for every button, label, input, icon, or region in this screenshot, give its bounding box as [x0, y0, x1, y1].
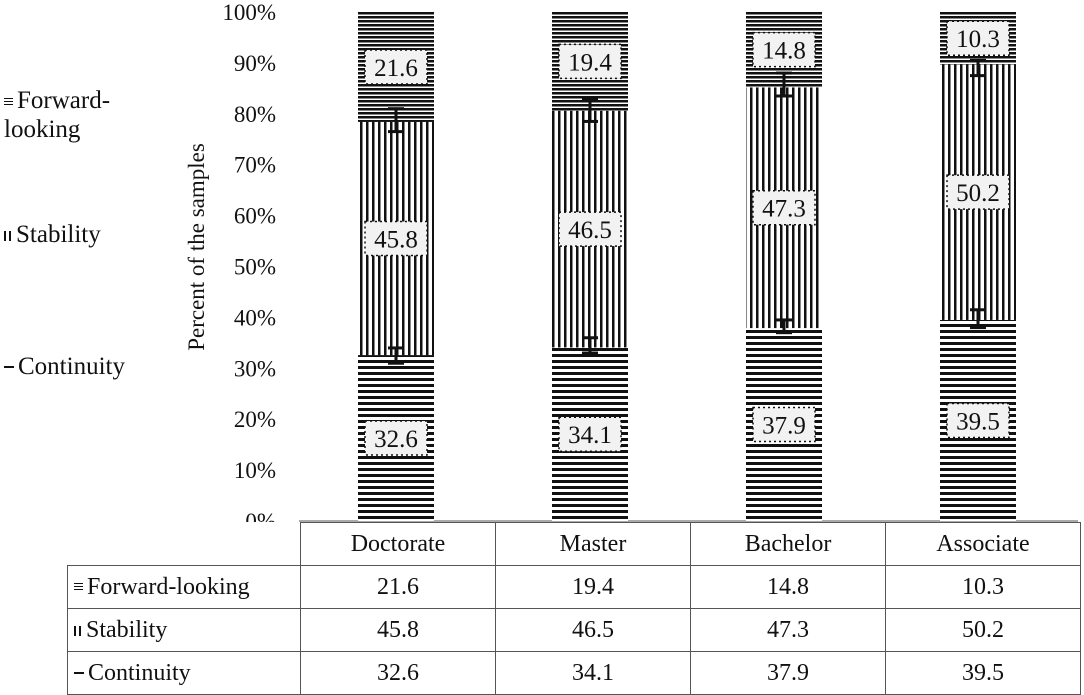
y-tick-label: 100% — [222, 0, 276, 25]
legend-continuity-label: Continuity — [18, 353, 125, 380]
data-label-master-stability: 46.5 — [568, 217, 612, 244]
y-axis: 0% 10% 20% 30% 40% 50% 60% 70% 80% 90% 100% — [222, 0, 276, 522]
table-category-master: Master — [495, 522, 691, 566]
data-label-bachelor-continuity: 37.9 — [762, 413, 806, 440]
table-cell: 14.8 — [690, 565, 886, 609]
data-labels: 32.6 45.8 21.6 34.1 46.5 19.4 37.9 47.3 14.8 39.5… — [364, 20, 1010, 456]
error-bar-bachelor — [776, 318, 792, 335]
data-label-box — [946, 174, 1010, 210]
data-label-bachelor-stability: 47.3 — [762, 196, 806, 223]
legend-stability-label: Stability — [16, 221, 101, 248]
y-tick-label: 90% — [234, 51, 276, 76]
legend-stability: Stability — [4, 220, 101, 249]
table-category-bachelor: Bachelor — [690, 522, 886, 566]
data-label-master-forward-looking: 19.4 — [568, 49, 612, 76]
y-tick-label: 30% — [234, 356, 276, 381]
table-row-stability: Stability 45.8 46.5 47.3 50.2 — [67, 608, 1081, 652]
y-tick-label: 80% — [234, 102, 276, 127]
error-bars — [388, 58, 986, 365]
error-bar-associate — [970, 58, 986, 78]
forward-looking-pattern-icon — [4, 97, 13, 107]
data-label-box — [558, 416, 622, 452]
y-tick-label: 10% — [234, 458, 276, 483]
table-cell: 21.6 — [300, 565, 496, 609]
table-cell: 37.9 — [690, 651, 886, 695]
data-label-box — [364, 49, 428, 85]
error-bar-doctorate — [388, 346, 404, 365]
table-cell: 34.1 — [495, 651, 691, 695]
y-tick-label: 50% — [234, 255, 276, 280]
table-header-row: Doctorate Master Bachelor Associate — [68, 522, 1081, 566]
data-label-doctorate-forward-looking: 21.6 — [374, 55, 418, 82]
data-label-doctorate-stability: 45.8 — [374, 227, 418, 254]
stacked-bar-chart: Percent of the samples 0% 10% 20% 30% 40% 50%… — [184, 0, 1078, 522]
table-category-associate: Associate — [885, 522, 1081, 566]
error-bar-master — [582, 336, 598, 355]
y-tick-label: 20% — [234, 407, 276, 432]
y-tick-label: 0% — [245, 509, 276, 522]
table-row-continuity: Continuity 32.6 34.1 37.9 39.5 — [67, 651, 1081, 695]
stability-pattern-icon — [4, 231, 12, 242]
y-axis-label: Percent of the samples — [184, 143, 209, 351]
legend-forward-looking-line1: Forward- — [17, 87, 111, 114]
continuity-pattern-icon — [74, 671, 84, 674]
data-label-box — [752, 189, 816, 226]
data-label-bachelor-forward-looking: 14.8 — [762, 38, 806, 65]
data-label-box — [364, 220, 428, 257]
legend-forward-looking-line2: looking — [4, 116, 81, 143]
table-cell: 47.3 — [690, 608, 886, 652]
data-label-box — [558, 211, 622, 247]
y-tick-label: 60% — [234, 204, 276, 229]
data-label-box — [752, 406, 816, 443]
data-label-box — [752, 31, 816, 68]
data-label-associate-continuity: 39.5 — [956, 408, 1000, 435]
data-label-associate-stability: 50.2 — [956, 180, 1000, 207]
data-table: Doctorate Master Bachelor Associate Forw… — [67, 522, 1081, 695]
data-label-associate-forward-looking: 10.3 — [956, 26, 1000, 53]
error-bar-doctorate — [388, 107, 404, 134]
data-label-doctorate-continuity: 32.6 — [374, 426, 418, 453]
error-bar-master — [582, 97, 598, 123]
table-cell: 19.4 — [495, 565, 691, 609]
table-cell: 46.5 — [495, 608, 691, 652]
y-tick-label: 70% — [234, 153, 276, 178]
y-tick-label: 40% — [234, 305, 276, 330]
table-category-doctorate: Doctorate — [300, 522, 496, 566]
table-row-label: Continuity — [88, 659, 191, 686]
error-bar-bachelor — [776, 71, 792, 98]
table-cell: 50.2 — [885, 608, 1081, 652]
data-label-box — [946, 20, 1010, 56]
data-label-box — [558, 43, 622, 80]
table-cell: 39.5 — [885, 651, 1081, 695]
data-label-box — [946, 402, 1010, 439]
legend-forward-looking: Forward- looking — [4, 86, 110, 144]
data-label-box — [364, 420, 428, 456]
table-cell: 45.8 — [300, 608, 496, 652]
table-row-label: Stability — [86, 616, 168, 643]
table-row-forward-looking: Forward-looking 21.6 19.4 14.8 10.3 — [67, 565, 1081, 609]
table-cell: 10.3 — [885, 565, 1081, 609]
error-bar-associate — [970, 308, 986, 330]
forward-looking-pattern-icon — [74, 583, 83, 593]
legend-continuity: Continuity — [4, 352, 125, 381]
continuity-pattern-icon — [4, 366, 14, 369]
table-row-label: Forward-looking — [87, 573, 250, 600]
data-label-master-continuity: 34.1 — [568, 422, 612, 449]
bar-stacks — [358, 12, 1016, 521]
table-cell: 32.6 — [300, 651, 496, 695]
stability-pattern-icon — [74, 625, 82, 636]
